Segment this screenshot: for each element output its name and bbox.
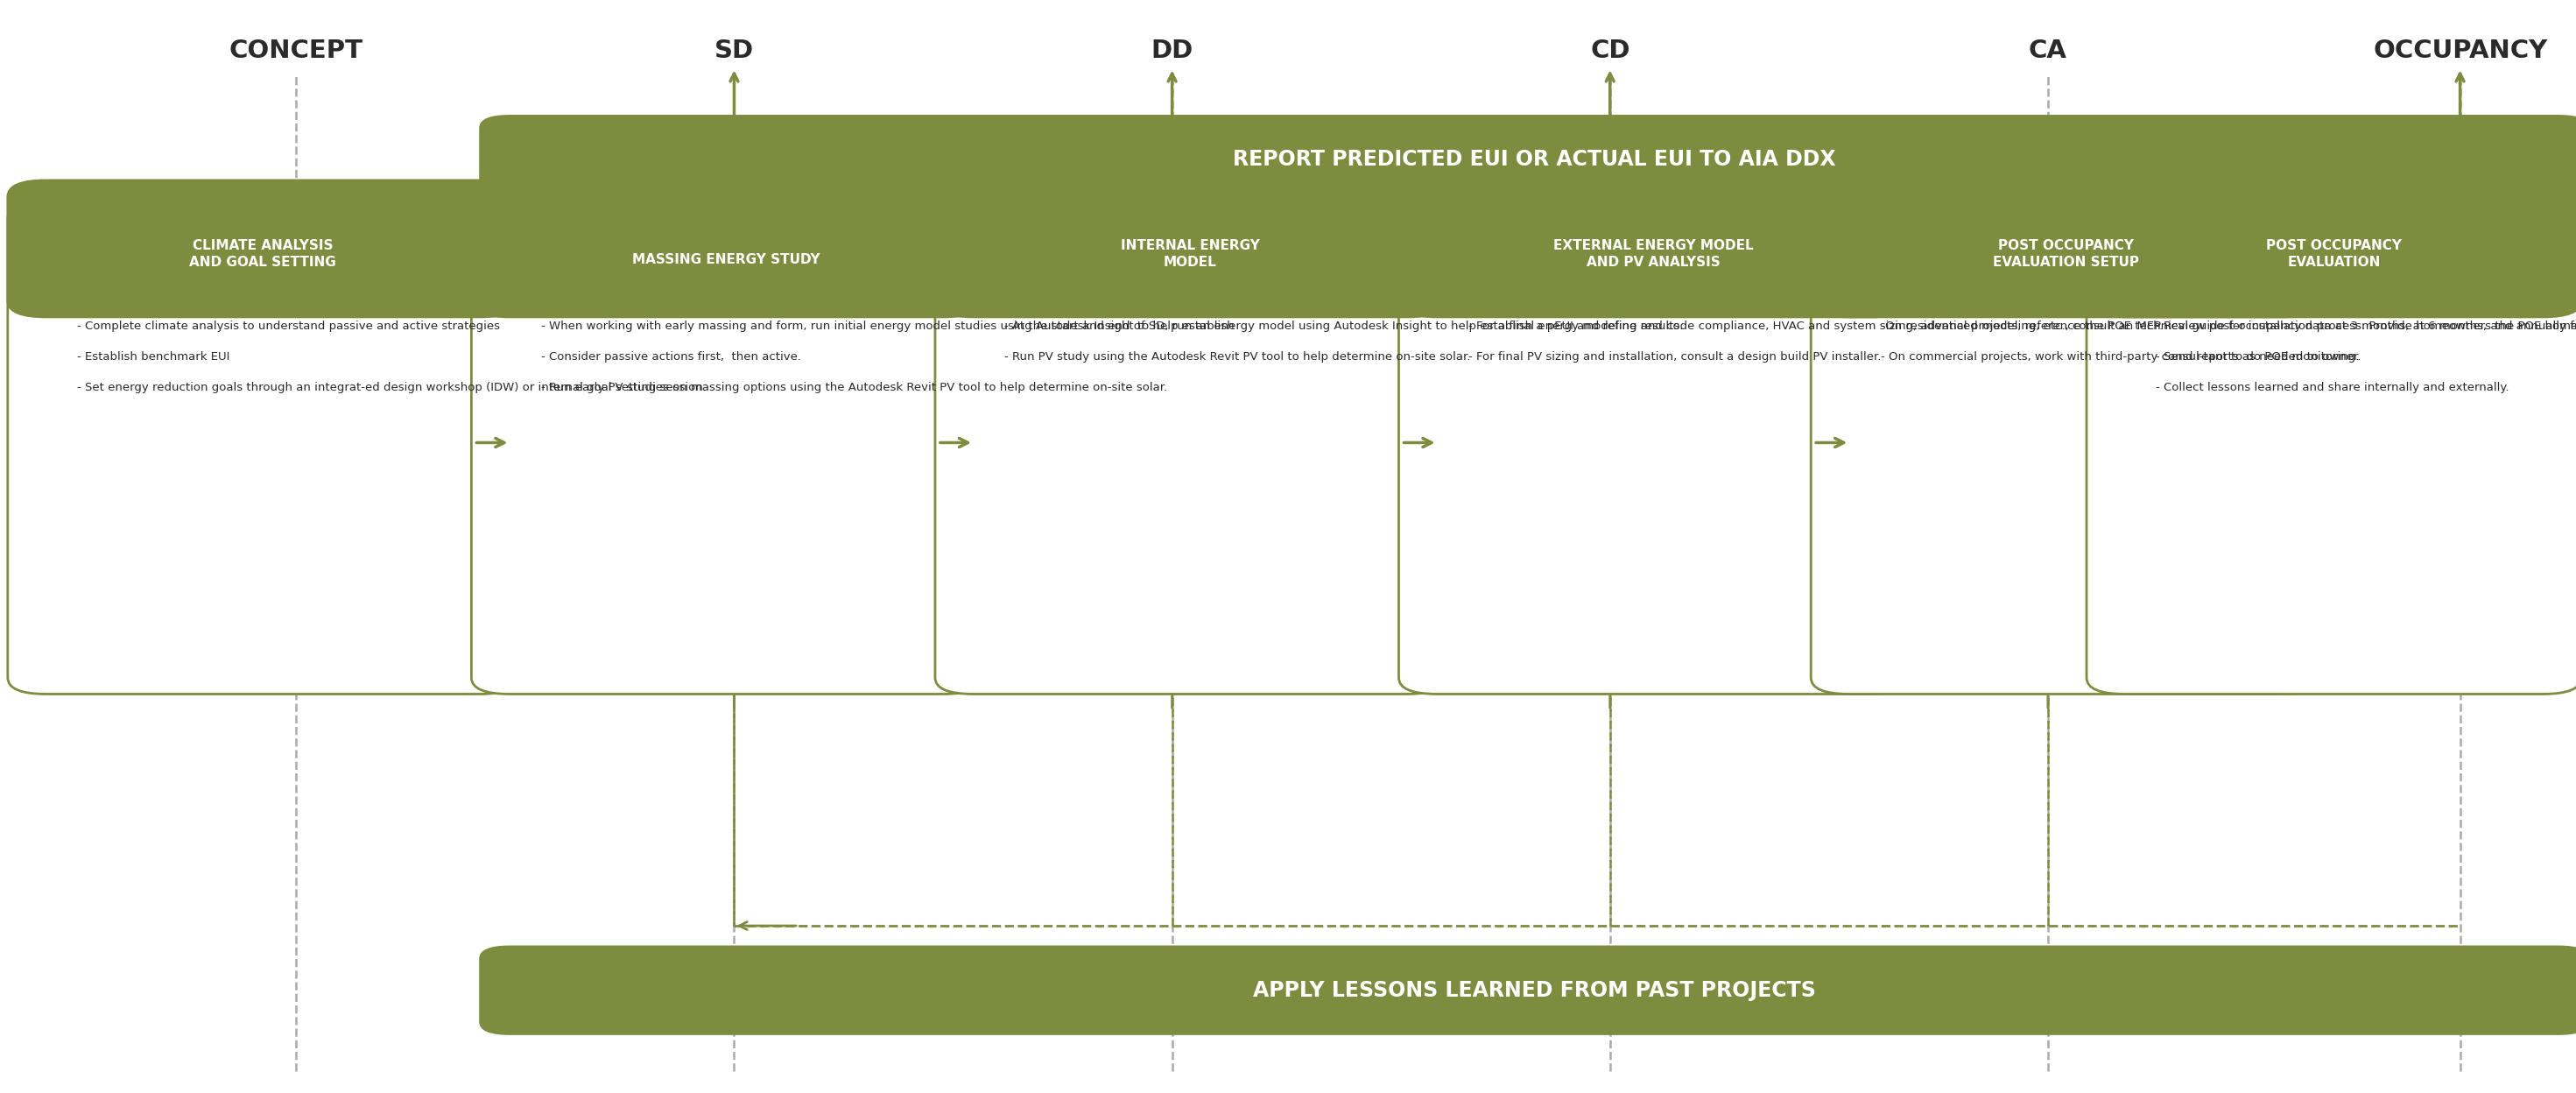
Text: APPLY LESSONS LEARNED FROM PAST PROJECTS: APPLY LESSONS LEARNED FROM PAST PROJECTS: [1252, 979, 1816, 1001]
Text: - Complete climate analysis to understand passive and active strategies

- Estab: - Complete climate analysis to understan…: [77, 320, 706, 393]
Text: - When working with early massing and form, run initial energy model studies usi: - When working with early massing and fo…: [541, 320, 1234, 393]
Text: POST OCCUPANCY
EVALUATION: POST OCCUPANCY EVALUATION: [2267, 239, 2401, 269]
FancyBboxPatch shape: [1399, 180, 1909, 317]
FancyBboxPatch shape: [935, 180, 1445, 317]
Text: CD: CD: [1589, 38, 1631, 62]
FancyBboxPatch shape: [1811, 180, 2321, 317]
Text: REPORT PREDICTED EUI OR ACTUAL EUI TO AIA DDX: REPORT PREDICTED EUI OR ACTUAL EUI TO AI…: [1231, 149, 1837, 171]
Text: MASSING ENERGY STUDY: MASSING ENERGY STUDY: [634, 252, 819, 267]
Text: CA: CA: [2030, 38, 2066, 62]
Text: EXTERNAL ENERGY MODEL
AND PV ANALYSIS: EXTERNAL ENERGY MODEL AND PV ANALYSIS: [1553, 239, 1754, 269]
FancyBboxPatch shape: [2087, 180, 2576, 317]
Bar: [1857, 268, 2275, 301]
Bar: [2133, 268, 2535, 301]
FancyBboxPatch shape: [479, 115, 2576, 204]
Text: - At the start and end of SD, run an energy model using Autodesk Insight to help: - At the start and end of SD, run an ene…: [1005, 320, 1685, 362]
Text: DD: DD: [1151, 38, 1193, 62]
FancyBboxPatch shape: [471, 180, 981, 317]
Bar: [518, 268, 935, 301]
FancyBboxPatch shape: [1811, 202, 2321, 694]
Text: - For a final energy modeling and code compliance, HVAC and system sizing, advan: - For a final energy modeling and code c…: [1468, 320, 2164, 362]
Text: - Review post-occupancy data at 3 months, at 6 months, and annually for 2 years.: - Review post-occupancy data at 3 months…: [2156, 320, 2576, 393]
FancyBboxPatch shape: [8, 202, 518, 694]
FancyBboxPatch shape: [471, 202, 981, 694]
Text: OCCUPANCY: OCCUPANCY: [2372, 38, 2548, 62]
Text: CONCEPT: CONCEPT: [229, 38, 363, 62]
FancyBboxPatch shape: [2087, 202, 2576, 694]
Bar: [1445, 268, 1862, 301]
Text: INTERNAL ENERGY
MODEL: INTERNAL ENERGY MODEL: [1121, 239, 1260, 269]
FancyBboxPatch shape: [1399, 202, 1909, 694]
FancyBboxPatch shape: [479, 945, 2576, 1035]
FancyBboxPatch shape: [8, 180, 518, 317]
Text: CLIMATE ANALYSIS
AND GOAL SETTING: CLIMATE ANALYSIS AND GOAL SETTING: [188, 239, 337, 269]
Bar: [981, 268, 1399, 301]
Text: -On residential projects, reference the POE technical guide for installation pro: -On residential projects, reference the …: [1880, 320, 2576, 362]
Bar: [54, 268, 471, 301]
Text: POST OCCUPANCY
EVALUATION SETUP: POST OCCUPANCY EVALUATION SETUP: [1994, 239, 2138, 269]
FancyBboxPatch shape: [935, 202, 1445, 694]
Text: SD: SD: [714, 38, 755, 62]
